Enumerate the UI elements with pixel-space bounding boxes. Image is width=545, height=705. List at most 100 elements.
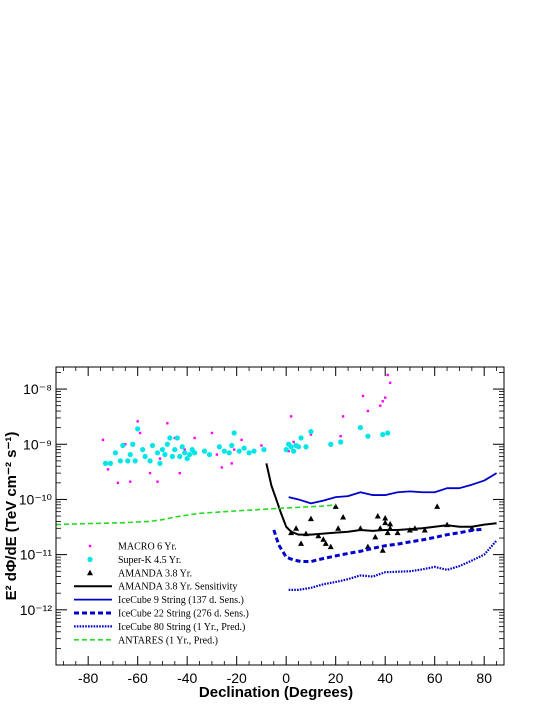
series-icecube-80-string-1-yr-pred	[288, 539, 498, 591]
data-point	[372, 533, 379, 540]
series-layer	[55, 373, 498, 591]
data-point	[338, 439, 344, 445]
data-point	[381, 400, 384, 403]
series-line	[265, 463, 497, 536]
legend-label: IceCube 9 String (137 d. Sens.)	[118, 595, 244, 606]
data-point	[241, 445, 247, 451]
series-line	[288, 539, 498, 591]
data-point	[315, 532, 322, 539]
data-point	[221, 448, 227, 454]
data-point	[216, 444, 222, 450]
data-point	[106, 468, 110, 471]
data-point	[379, 547, 386, 553]
data-point	[142, 453, 148, 460]
data-point	[379, 404, 382, 407]
data-point	[328, 441, 334, 447]
legend-label: AMANDA 3.8 Yr.	[118, 568, 192, 579]
data-point	[366, 409, 370, 413]
legend-item-super-k-4-5-yr: Super-K 4.5 Yr.	[87, 555, 181, 566]
data-point	[231, 430, 237, 436]
legend-item-macro-6-yr: MACRO 6 Yr.	[88, 542, 177, 553]
data-point	[154, 450, 161, 456]
data-point	[327, 543, 334, 550]
data-point	[102, 460, 109, 466]
series-icecube-9-string-137-d-sens	[288, 472, 498, 505]
y-tick-label: 10⁻¹¹	[20, 547, 53, 563]
data-point	[240, 438, 243, 442]
data-point	[172, 447, 178, 453]
x-tick-label: 20	[328, 670, 344, 686]
data-point	[124, 443, 127, 446]
data-point	[341, 415, 345, 418]
data-point	[322, 540, 329, 546]
data-point	[251, 448, 257, 454]
data-point	[101, 438, 105, 442]
data-point	[201, 448, 208, 454]
legend-label: MACRO 6 Yr.	[118, 542, 177, 553]
data-point	[246, 450, 252, 456]
series-super-k-4-5-yr	[102, 425, 391, 466]
data-point	[167, 435, 173, 441]
data-point	[156, 480, 159, 483]
data-point	[332, 503, 339, 509]
data-point	[291, 448, 297, 454]
data-point	[179, 444, 185, 450]
legend-marker	[87, 556, 93, 563]
data-point	[287, 449, 290, 453]
data-point	[138, 431, 142, 435]
data-point	[382, 519, 389, 526]
data-point	[260, 444, 263, 447]
data-point	[309, 433, 313, 436]
series-line	[55, 503, 336, 526]
data-point	[164, 441, 170, 447]
data-point	[236, 448, 242, 454]
data-point	[292, 440, 295, 444]
data-point	[335, 525, 342, 531]
legend-item-amanda-3-8-yr-sensitivity: AMANDA 3.8 Yr. Sensitivity	[74, 582, 237, 593]
data-point	[140, 447, 146, 453]
data-point	[226, 450, 232, 456]
x-tick-label: 0	[282, 670, 290, 686]
y-tick-label: 10⁻¹²	[20, 602, 53, 618]
legend-item-icecube-22-string-276-d-sens: IceCube 22 String (276 d. Sens.)	[74, 609, 249, 620]
data-point	[339, 434, 342, 438]
y-tick-label: 10⁻⁸	[23, 381, 52, 397]
data-point	[193, 436, 196, 440]
data-point	[149, 442, 156, 449]
x-tick-label: 40	[377, 670, 393, 686]
data-point	[112, 450, 119, 456]
data-point	[320, 536, 327, 542]
series-line	[288, 472, 498, 505]
data-point	[383, 396, 387, 399]
data-point	[233, 448, 236, 451]
data-point	[293, 525, 300, 531]
data-point	[129, 480, 132, 483]
legend-marker	[87, 569, 93, 576]
data-point	[298, 540, 305, 546]
data-point	[147, 458, 153, 464]
data-point	[288, 444, 294, 450]
data-point	[107, 460, 114, 466]
data-point	[166, 422, 169, 425]
data-point	[380, 431, 386, 438]
data-point	[169, 453, 175, 460]
data-point	[125, 458, 131, 464]
x-tick-label: -20	[227, 670, 247, 686]
legend-label: AMANDA 3.8 Yr. Sensitivity	[118, 582, 237, 593]
data-point	[187, 451, 193, 458]
data-point	[361, 394, 365, 398]
data-point	[130, 441, 136, 447]
data-point	[386, 373, 389, 377]
legend-label: IceCube 80 String (1 Yr., Pred.)	[118, 622, 245, 633]
data-point	[210, 431, 214, 435]
x-tick-label: -60	[128, 670, 148, 686]
data-point	[120, 442, 126, 449]
data-point	[388, 381, 392, 384]
data-point	[434, 503, 441, 509]
plot-frame	[55, 366, 505, 666]
data-point	[158, 457, 162, 460]
series-macro-6-yr	[101, 373, 392, 485]
data-point	[215, 453, 219, 456]
legend-label: ANTARES (1 Yr., Pred.)	[118, 635, 218, 646]
data-point	[384, 529, 391, 536]
